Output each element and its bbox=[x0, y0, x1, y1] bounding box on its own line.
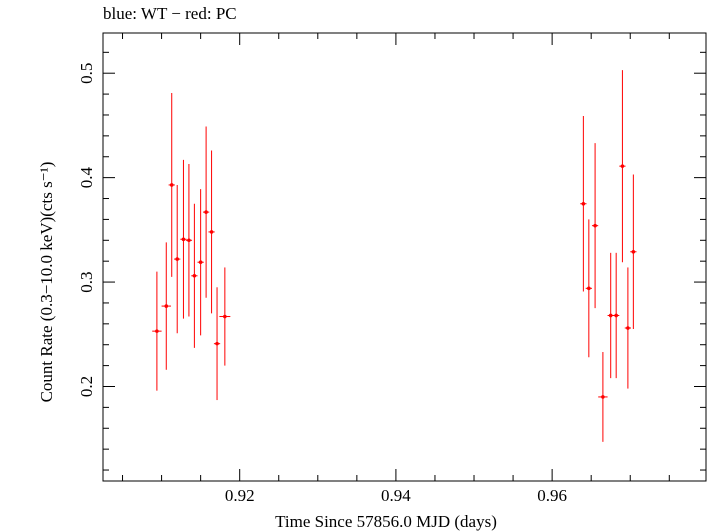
plot-frame bbox=[102, 32, 707, 482]
data-point bbox=[191, 203, 198, 348]
data-point bbox=[180, 159, 187, 319]
point-marker bbox=[169, 183, 174, 187]
data-point bbox=[624, 267, 632, 389]
data-point bbox=[168, 93, 175, 277]
point-marker bbox=[608, 313, 613, 318]
point-marker bbox=[204, 210, 208, 214]
point-marker bbox=[593, 223, 597, 228]
data-point bbox=[202, 126, 210, 298]
data-point bbox=[152, 271, 162, 391]
data-point bbox=[607, 252, 614, 379]
data-point bbox=[580, 116, 587, 292]
point-marker bbox=[175, 257, 180, 261]
data-point bbox=[598, 352, 608, 442]
point-marker bbox=[614, 313, 618, 318]
data-point bbox=[219, 267, 231, 366]
chart-title: blue: WT − red: PC bbox=[103, 4, 237, 23]
data-point bbox=[213, 287, 221, 401]
data-point bbox=[161, 242, 171, 370]
data-point bbox=[585, 219, 592, 358]
point-marker bbox=[620, 164, 625, 168]
data-point bbox=[613, 252, 620, 379]
data-point bbox=[174, 184, 181, 334]
point-marker bbox=[198, 260, 203, 265]
point-marker bbox=[581, 201, 586, 206]
axis-tick-labels: 0.92 0.94 0.96 0.2 0.3 0.4 0.5 bbox=[77, 63, 567, 505]
data-point bbox=[619, 70, 626, 263]
point-marker bbox=[626, 326, 630, 330]
data-points bbox=[152, 70, 637, 442]
y-tick-label: 0.3 bbox=[77, 271, 96, 292]
point-marker bbox=[187, 238, 191, 243]
y-tick-label: 0.5 bbox=[77, 63, 96, 84]
point-marker bbox=[192, 273, 197, 278]
x-tick-label: 0.96 bbox=[537, 486, 567, 505]
data-point bbox=[197, 189, 204, 336]
point-marker bbox=[209, 230, 214, 234]
point-marker bbox=[181, 237, 186, 242]
point-marker bbox=[215, 341, 219, 346]
y-axis-label: Count Rate (0.3−10.0 keV)(cts s⁻¹) bbox=[37, 162, 56, 403]
data-point bbox=[208, 150, 215, 314]
point-marker bbox=[601, 395, 605, 399]
point-marker bbox=[223, 314, 227, 319]
point-marker bbox=[631, 249, 636, 254]
x-tick-label: 0.94 bbox=[381, 486, 411, 505]
data-point bbox=[591, 143, 599, 309]
point-marker bbox=[164, 304, 169, 308]
point-marker bbox=[587, 286, 591, 291]
x-tick-label: 0.92 bbox=[225, 486, 255, 505]
y-tick-label: 0.2 bbox=[77, 376, 96, 397]
data-point bbox=[630, 174, 637, 330]
y-tick-label: 0.4 bbox=[77, 167, 96, 189]
x-axis-label: Time Since 57856.0 MJD (days) bbox=[275, 512, 497, 531]
point-marker bbox=[155, 329, 159, 333]
axis-ticks bbox=[103, 33, 706, 481]
data-point bbox=[185, 164, 193, 317]
